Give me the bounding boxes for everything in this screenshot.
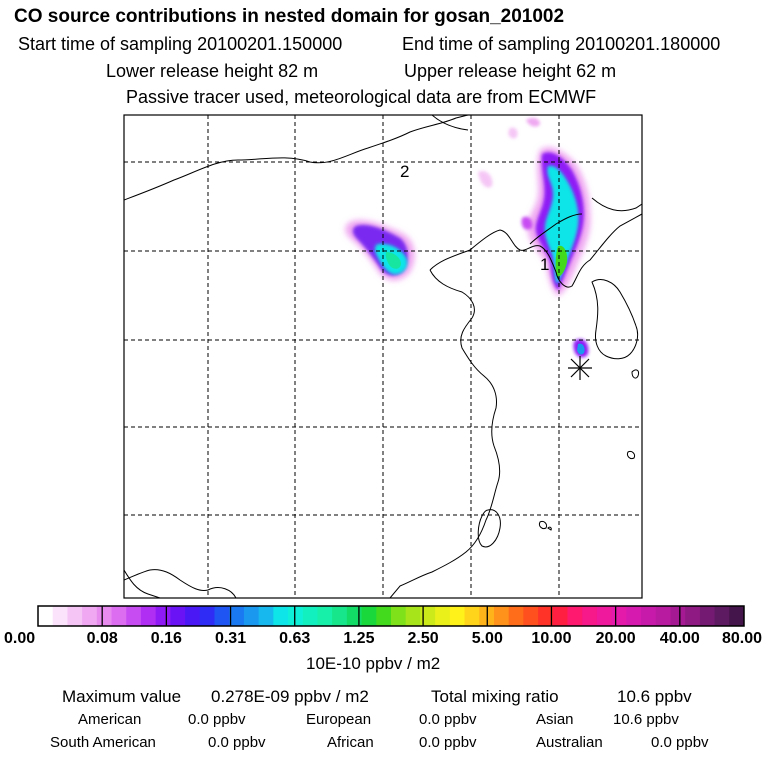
colorbar-tick-label: 0.08 — [86, 630, 118, 647]
region-value-south-american: 0.0 ppbv — [208, 734, 266, 751]
colorbar-tick-label: 80.00 — [721, 630, 762, 647]
region-value-australian: 0.0 ppbv — [651, 734, 709, 751]
colorbar-cell — [258, 606, 274, 626]
colorbar-cell — [361, 606, 377, 626]
colorbar-cell — [670, 606, 686, 626]
map-frame — [123, 114, 643, 599]
colorbar-cell — [170, 606, 186, 626]
plume-korea — [573, 338, 589, 358]
lower-release-label: Lower release height 82 m — [106, 61, 319, 81]
total-mixing-value: 10.6 ppbv — [617, 687, 692, 706]
colorbar-cell — [655, 606, 671, 626]
tracer-note: Passive tracer used, meteorological data… — [126, 87, 597, 107]
region-name-european: European — [306, 711, 372, 728]
colorbar-cell — [82, 606, 98, 626]
colorbar-cell — [288, 606, 304, 626]
colorbar-cell — [317, 606, 333, 626]
colorbar-cell — [155, 606, 171, 626]
colorbar-cell — [685, 606, 701, 626]
colorbar-tick-label: 0.63 — [279, 630, 311, 647]
colorbar-cell — [464, 606, 480, 626]
region-name-asian: Asian — [536, 711, 574, 728]
colorbar-cell — [626, 606, 642, 626]
colorbar-cell — [229, 606, 245, 626]
start-time-label: Start time of sampling 20100201.150000 — [18, 34, 343, 54]
colorbar-cell — [493, 606, 510, 626]
colorbar-cell — [523, 606, 539, 626]
colorbar-cell — [38, 606, 54, 626]
colorbar-tick-label: 2.50 — [407, 630, 439, 647]
colorbar-cell — [302, 606, 318, 626]
region-name-african: African — [327, 734, 374, 751]
colorbar-cell — [567, 606, 583, 626]
colorbar-tick-label: 0.16 — [150, 630, 182, 647]
colorbar-cell — [273, 606, 289, 626]
max-value: 0.278E-09 ppbv / m2 — [211, 687, 369, 706]
colorbar-cell — [140, 606, 157, 626]
colorbar-cell — [111, 606, 127, 626]
colorbar-cell — [243, 606, 260, 626]
colorbar-cell — [346, 606, 363, 626]
colorbar-tick-label: 40.00 — [659, 630, 700, 647]
page-title: CO source contributions in nested domain… — [14, 6, 565, 27]
total-mixing-label: Total mixing ratio — [431, 687, 559, 706]
site-label-2: 2 — [400, 162, 409, 181]
region-value-american: 0.0 ppbv — [188, 711, 246, 728]
region-value-asian: 10.6 ppbv — [613, 711, 679, 728]
region-name-australian: Australian — [536, 734, 603, 751]
lat-lon-grid — [124, 115, 642, 598]
colorbar-cell — [582, 606, 598, 626]
max-value-label: Maximum value — [62, 687, 182, 706]
colorbar-cell — [199, 606, 215, 626]
colorbar-cell — [449, 606, 466, 626]
colorbar-cell — [214, 606, 230, 626]
colorbar-frame — [37, 605, 745, 627]
upper-release-label: Upper release height 62 m — [404, 61, 617, 81]
colorbar-tick-label: 5.00 — [471, 630, 503, 647]
region-name-american: American — [78, 711, 142, 728]
colorbar-cell — [420, 606, 436, 626]
colorbar-tick-label: 10.00 — [531, 630, 572, 647]
colorbar-cell — [126, 606, 142, 626]
colorbar-cell — [185, 606, 201, 626]
colorbar-cell — [552, 606, 568, 626]
colorbar-tick-label: 20.00 — [595, 630, 636, 647]
colorbar-cell — [391, 606, 407, 626]
end-time-label: End time of sampling 20100201.180000 — [402, 34, 721, 54]
colorbar-cell — [52, 606, 68, 626]
colorbar-units: 10E-10 ppbv / m2 — [306, 654, 441, 673]
site-label-1: 1 — [540, 255, 549, 274]
colorbar-cell — [538, 606, 554, 626]
colorbar-tick-label: 1.25 — [343, 630, 375, 647]
colorbar-cell — [699, 606, 716, 626]
colorbar-cell — [729, 606, 745, 626]
colorbar-cell — [435, 606, 451, 626]
region-value-african: 0.0 ppbv — [419, 734, 477, 751]
colorbar-cell — [611, 606, 627, 626]
colorbar-cell — [508, 606, 524, 626]
colorbar-cell — [596, 606, 613, 626]
colorbar-cell — [67, 606, 83, 626]
colorbar-cell — [376, 606, 392, 626]
colorbar-cell — [96, 606, 113, 626]
colorbar-tick-label: 0.00 — [4, 630, 36, 647]
colorbar-cell — [714, 606, 730, 626]
colorbar-cell — [332, 606, 348, 626]
colorbar-tick-label: 0.31 — [214, 630, 247, 647]
region-value-european: 0.0 ppbv — [419, 711, 477, 728]
colorbar-cell — [405, 606, 421, 626]
colorbar-cell — [641, 606, 657, 626]
region-name-south-american: South American — [50, 734, 156, 751]
receptor-asterisk-icon — [568, 356, 592, 380]
